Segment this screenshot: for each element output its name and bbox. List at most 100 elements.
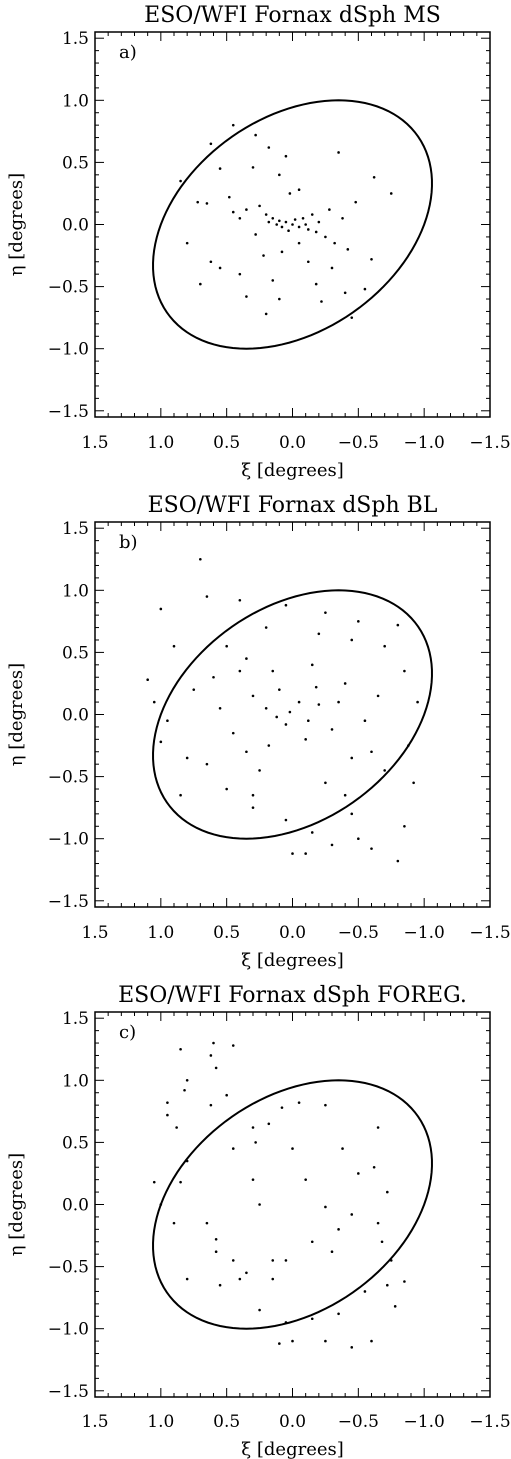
x-tick-label: −1.0 [404,923,445,943]
star-point [330,1250,334,1253]
star-point [280,225,284,229]
star-point [314,685,318,689]
y-tick-label: −1.5 [48,1382,89,1402]
star-point [284,1321,288,1324]
star-point [238,598,242,602]
star-point [231,1147,235,1150]
star-point [307,719,310,723]
star-point [291,852,294,855]
star-point [185,241,189,245]
star-point [251,1178,255,1181]
star-point [393,1305,397,1308]
star-point [324,611,327,614]
star-point [179,179,182,183]
star-point [231,731,235,735]
star-point [284,220,288,224]
boundary-ellipse [152,99,433,350]
star-point [179,1047,182,1051]
star-point [175,1126,178,1129]
panel-3: ESO/WFI Fornax dSph FOREG. 1.5 1.0 0.5 0.0 −0… [6,983,511,1459]
star-point [310,831,314,834]
y-tick-label: −1.0 [48,1320,89,1340]
chart-title: ESO/WFI Fornax dSph FOREG. [118,983,467,1008]
star-point [416,700,419,704]
star-point [267,1122,271,1126]
x-tick-label: −1.0 [404,1412,445,1432]
x-tick-label: 0.0 [279,1412,306,1432]
star-point [267,744,271,747]
x-tick-label: 1.0 [147,1412,174,1432]
star-point [262,254,265,257]
x-axis-label: ξ [degrees] [241,460,344,481]
y-tick-label: 0.5 [62,643,89,663]
star-point [251,793,255,797]
star-point [159,1203,163,1206]
star-point [238,272,242,276]
star-point [317,632,321,636]
x-tick-label: 1.5 [81,923,108,943]
x-tick-label: 0.5 [213,923,240,943]
star-point [337,700,340,704]
boundary-ellipse [152,1079,433,1330]
star-point [245,750,248,754]
x-tick-label: 1.0 [147,433,174,453]
star-point [350,1346,354,1349]
plot-frame [94,521,491,908]
star-point [307,260,310,264]
star-point [346,248,350,251]
x-tick-label: 0.5 [213,433,240,453]
star-point [304,1178,307,1181]
star-point [291,1339,294,1343]
star-point [363,287,367,291]
x-tick-label: 1.5 [81,1412,108,1432]
star-point [166,719,169,723]
star-point [350,1213,354,1216]
star-point [396,623,400,627]
star-point [288,710,292,714]
star-point [317,220,321,224]
star-point [278,173,281,177]
star-point [275,223,279,226]
star-point [343,682,347,685]
star-point [320,300,323,303]
star-point [370,257,373,261]
panel-2: ESO/WFI Fornax dSph BL 1.5 1.0 0.5 0.0 −0.5 −1… [6,493,511,971]
star-point [304,223,307,226]
star-point [238,1277,242,1281]
star-point [307,228,310,231]
star-point [328,208,331,211]
star-point [297,1101,301,1104]
star-point [251,694,255,698]
star-point [205,762,209,766]
star-point [205,202,209,205]
star-point [278,297,281,301]
y-tick-label: −1.5 [48,892,89,912]
star-point [225,787,228,791]
star-point [214,1066,218,1070]
star-point [284,723,288,726]
y-tick-label: 0.5 [62,1133,89,1153]
star-point [245,208,248,211]
panel-1: ESO/WFI Fornax dSph MS 1.5 1.0 0.5 0.0 −0.5 −1… [6,3,511,481]
star-point [218,1283,222,1287]
star-point [238,216,242,220]
star-point [284,1259,288,1262]
y-tick-label: −0.5 [48,1258,89,1278]
data-points [152,1041,406,1349]
star-point [403,669,406,673]
star-point [324,781,327,785]
star-point [212,1041,215,1045]
star-point [271,669,275,673]
star-point [264,706,268,710]
star-point [341,1147,344,1150]
star-point [185,756,189,760]
star-point [333,241,336,245]
star-point [264,213,268,216]
star-point [301,216,305,220]
star-point [159,740,163,744]
star-point [330,266,334,270]
star-point [209,1103,213,1107]
star-point [146,678,149,682]
star-point [214,1250,218,1253]
star-point [264,312,268,316]
